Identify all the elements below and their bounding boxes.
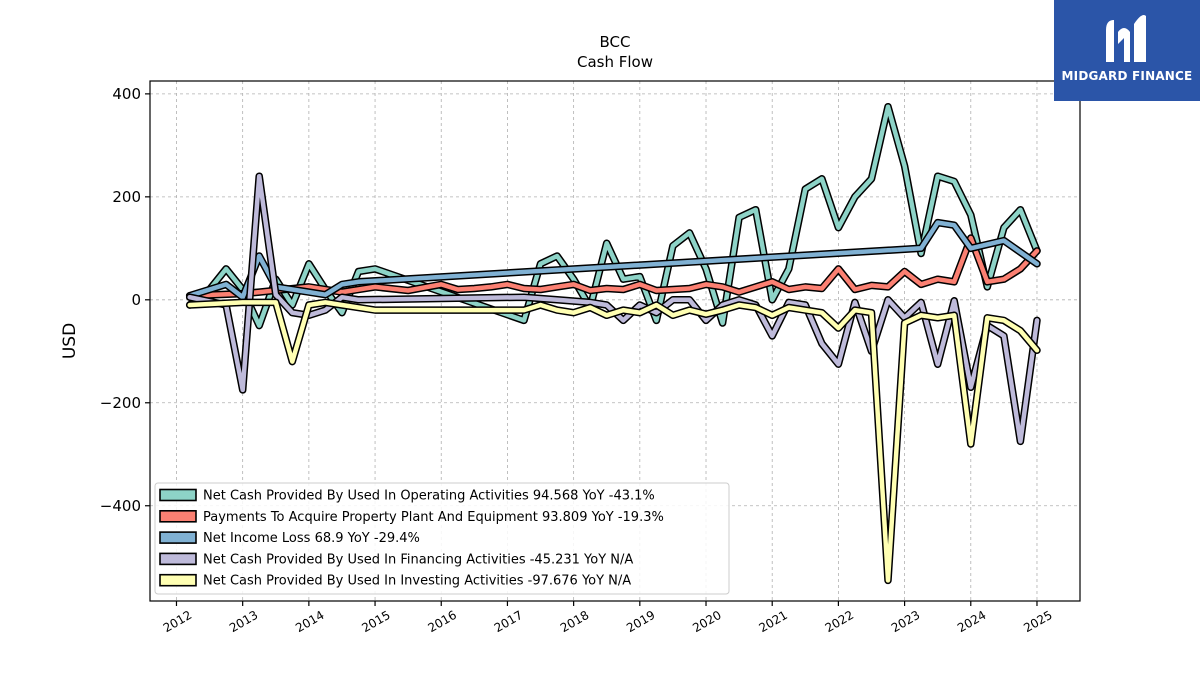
legend: Net Cash Provided By Used In Operating A… [154, 482, 730, 595]
y-tick-label: 400 [112, 85, 141, 103]
x-axis-ticks: 2012 2013 2014 2015 2016 2017 2018 2019 2020 2021… [161, 601, 1055, 635]
y-tick-label: −200 [100, 394, 141, 412]
y-tick-label: 0 [131, 291, 141, 309]
brand-logo: MIDGARD FINANCE [1054, 0, 1200, 101]
series-line-net-cash-provided-by-used-in-operating-activities [187, 104, 1040, 328]
x-tick-label: 2023 [889, 608, 922, 635]
y-tick-label: 200 [112, 188, 141, 206]
brand-name: MIDGARD FINANCE [1061, 69, 1193, 83]
x-tick-label: 2025 [1021, 608, 1054, 635]
legend-swatch [159, 573, 197, 587]
x-tick-label: 2018 [558, 608, 591, 635]
x-tick-label: 2015 [359, 608, 392, 635]
legend-swatch [159, 552, 197, 566]
x-tick-label: 2021 [756, 608, 789, 635]
legend-entry: Net Cash Provided By Used In Investing A… [203, 574, 631, 589]
x-tick-label: 2012 [161, 608, 194, 635]
x-tick-label: 2024 [955, 608, 988, 635]
x-tick-label: 2013 [227, 608, 260, 635]
y-tick-label: −400 [100, 497, 141, 515]
x-tick-label: 2019 [624, 608, 657, 635]
chart-subtitle: Cash Flow [577, 53, 653, 71]
y-axis-label: USD [60, 323, 80, 359]
legend-box [154, 482, 730, 595]
x-tick-label: 2020 [690, 608, 723, 635]
legend-swatch [159, 488, 197, 502]
legend-entry: Net Income Loss 68.9 YoY -29.4% [203, 531, 420, 546]
series-line-payments-to-acquire-property-plant-and-equipment [187, 235, 1040, 298]
x-tick-label: 2022 [823, 608, 856, 635]
y-axis-ticks: 400 200 0 −200 −400 [100, 85, 150, 515]
x-tick-label: 2017 [492, 608, 525, 635]
series-lines [185, 102, 1041, 585]
legend-swatch [159, 509, 197, 523]
legend-entry: Net Cash Provided By Used In Financing A… [203, 552, 633, 567]
series-line-net-cash-provided-by-used-in-investing-activities [187, 300, 1040, 583]
legend-swatch [159, 531, 197, 544]
legend-entry: Payments To Acquire Property Plant And E… [203, 510, 664, 525]
plot-frame [149, 80, 1081, 602]
x-tick-label: 2016 [426, 608, 459, 635]
x-tick-label: 2014 [293, 608, 326, 635]
logo-mark-icon [1106, 15, 1146, 62]
legend-entry: Net Cash Provided By Used In Operating A… [203, 489, 655, 504]
chart-title: BCC [600, 33, 631, 51]
